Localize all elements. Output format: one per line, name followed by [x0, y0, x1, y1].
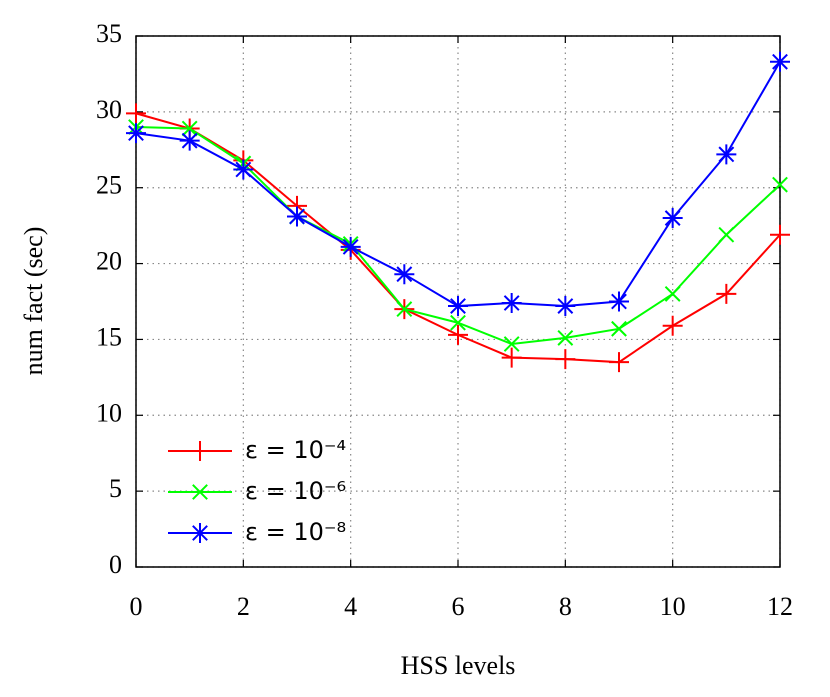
x-tick-label: 2	[237, 592, 250, 621]
marker	[340, 236, 361, 257]
x-tick-label: 0	[130, 592, 143, 621]
marker	[555, 349, 576, 370]
x-tick-label: 8	[559, 592, 572, 621]
y-axis-label: num fact (sec)	[19, 227, 48, 376]
legend-label: ε = 10⁻⁶	[245, 477, 346, 505]
y-tick-label: 30	[96, 95, 122, 124]
marker	[555, 296, 576, 317]
marker	[501, 347, 522, 368]
marker	[503, 336, 520, 352]
marker	[772, 176, 788, 193]
y-tick-label: 35	[96, 19, 122, 48]
marker	[664, 286, 681, 302]
y-tick-label: 15	[96, 322, 122, 351]
marker	[611, 320, 627, 337]
y-tick-label: 0	[109, 550, 122, 579]
marker	[716, 283, 737, 304]
marker	[557, 330, 574, 346]
marker	[448, 324, 468, 345]
y-tick-label: 5	[109, 474, 122, 503]
x-tick-label: 4	[344, 592, 357, 621]
x-tick-label: 10	[660, 592, 686, 621]
marker	[181, 120, 198, 137]
series-line	[135, 61, 781, 308]
marker	[662, 208, 683, 229]
series-line	[135, 112, 781, 364]
marker	[233, 159, 254, 180]
legend-label: ε = 10⁻⁴	[245, 436, 346, 464]
legend-marker	[192, 484, 208, 500]
marker	[662, 315, 683, 336]
legend-label: ε = 10⁻⁸	[245, 518, 346, 546]
marker	[287, 206, 307, 227]
x-tick-label: 6	[452, 592, 465, 621]
x-tick-label: 12	[767, 592, 793, 621]
marker	[394, 264, 415, 285]
marker	[609, 291, 629, 312]
marker	[126, 123, 146, 144]
marker	[448, 296, 468, 317]
marker	[718, 226, 735, 243]
marker	[770, 51, 790, 72]
y-tick-label: 20	[96, 247, 122, 276]
marker	[501, 293, 522, 314]
marker	[609, 352, 629, 373]
marker	[396, 301, 413, 317]
marker	[450, 314, 466, 331]
marker	[770, 224, 790, 245]
legend-marker	[190, 523, 210, 543]
plot-frame	[135, 35, 781, 568]
legend-marker	[190, 441, 210, 461]
marker	[179, 130, 200, 151]
x-axis-label: HSS levels	[401, 651, 516, 680]
y-tick-label: 10	[96, 398, 122, 427]
marker	[716, 144, 737, 165]
y-tick-label: 25	[96, 171, 122, 200]
marker	[126, 103, 146, 124]
